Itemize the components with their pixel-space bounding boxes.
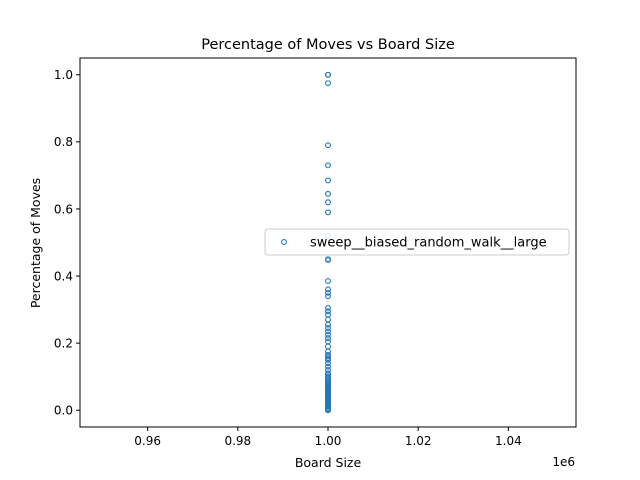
chart-title: Percentage of Moves vs Board Size [201, 37, 455, 53]
scatter-point [325, 335, 331, 342]
x-tick-label: 1.02 [405, 434, 432, 448]
scatter-point [325, 278, 331, 285]
y-axis: 0.0 0.2 0.4 0.6 0.8 1.0 [54, 68, 80, 418]
scatter-point [325, 199, 331, 206]
x-axis-label: Board Size [295, 455, 362, 470]
legend-label: sweep__biased_random_walk__large [310, 236, 547, 251]
scatter-point [325, 162, 331, 169]
scatter-point [325, 370, 331, 377]
scatter-point [325, 209, 331, 216]
y-tick-label: 0.2 [54, 336, 73, 350]
scatter-point [325, 383, 331, 390]
y-axis-label: Percentage of Moves [28, 178, 43, 308]
scatter-point [325, 293, 331, 300]
scatter-point [325, 71, 331, 78]
scatter-point [325, 396, 331, 403]
x-offset-label: 1e6 [552, 455, 575, 469]
scatter-point [325, 386, 331, 393]
scatter-point [325, 80, 331, 87]
x-tick-label: 0.96 [134, 434, 161, 448]
scatter-point [325, 407, 331, 414]
scatter-point [325, 389, 331, 396]
scatter-point [325, 325, 331, 331]
scatter-point [325, 399, 331, 406]
scatter-point [325, 289, 331, 296]
scatter-point [325, 360, 331, 367]
scatter-point [325, 142, 331, 149]
scatter-point [325, 379, 331, 386]
legend-marker-icon [281, 239, 287, 245]
y-tick-label: 0.8 [54, 135, 73, 149]
scatter-point [325, 308, 331, 315]
x-tick-label: 1.00 [315, 434, 342, 448]
plot-area [325, 71, 331, 414]
legend-box [264, 228, 570, 256]
scatter-point [325, 321, 331, 328]
scatter-point [325, 328, 331, 335]
scatter-point [325, 403, 331, 410]
y-tick-label: 0.0 [54, 404, 73, 418]
scatter-point [325, 363, 331, 370]
x-tick-label: 1.04 [495, 434, 522, 448]
scatter-point [325, 286, 331, 293]
scatter-point [325, 177, 331, 184]
scatter-point [325, 304, 331, 311]
scatter-point [325, 393, 331, 400]
scatter-point [325, 256, 331, 263]
x-axis: 0.96 0.98 1.00 1.02 1.04 [134, 427, 522, 448]
scatter-point [325, 356, 331, 363]
scatter-point [325, 331, 331, 338]
scatter-point [325, 190, 331, 197]
legend: sweep__biased_random_walk__large [264, 228, 570, 256]
x-tick-label: 0.98 [224, 434, 251, 448]
y-tick-label: 0.4 [54, 269, 73, 283]
y-tick-label: 0.6 [54, 202, 73, 216]
y-tick-label: 1.0 [54, 68, 73, 82]
